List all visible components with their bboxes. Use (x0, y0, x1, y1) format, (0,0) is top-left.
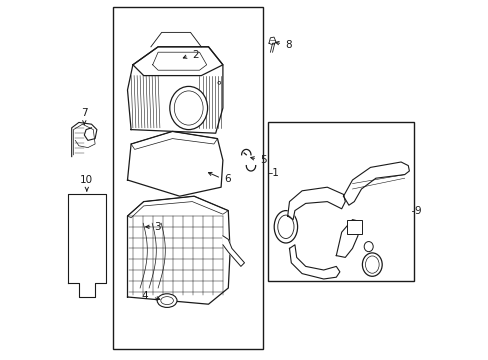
Polygon shape (151, 32, 201, 47)
Text: 8: 8 (285, 40, 291, 50)
Bar (113, 7, 262, 349)
Polygon shape (152, 52, 206, 70)
Text: 10: 10 (80, 175, 93, 185)
Polygon shape (127, 47, 223, 133)
Polygon shape (131, 131, 217, 149)
Polygon shape (270, 43, 274, 52)
Ellipse shape (277, 215, 293, 239)
Ellipse shape (274, 211, 297, 243)
Polygon shape (287, 187, 345, 220)
Text: 6: 6 (224, 174, 230, 184)
Text: 5: 5 (260, 155, 266, 165)
Ellipse shape (169, 86, 207, 130)
Ellipse shape (362, 253, 382, 276)
Text: –1: –1 (266, 168, 279, 178)
Bar (267, 122, 413, 281)
Text: 4: 4 (142, 291, 148, 301)
Ellipse shape (157, 294, 177, 307)
Ellipse shape (365, 256, 378, 273)
Polygon shape (289, 245, 339, 279)
Text: 3: 3 (153, 222, 160, 232)
Polygon shape (133, 47, 223, 76)
Text: 7: 7 (81, 108, 87, 118)
Text: 9: 9 (413, 206, 420, 216)
Text: 2: 2 (192, 50, 199, 60)
Polygon shape (343, 162, 408, 205)
Polygon shape (223, 236, 244, 266)
Polygon shape (127, 196, 230, 304)
Polygon shape (268, 37, 275, 44)
Polygon shape (336, 220, 359, 257)
Ellipse shape (364, 242, 372, 252)
Polygon shape (127, 196, 228, 218)
Polygon shape (127, 131, 223, 196)
Polygon shape (68, 194, 106, 297)
Bar (346, 220, 361, 234)
